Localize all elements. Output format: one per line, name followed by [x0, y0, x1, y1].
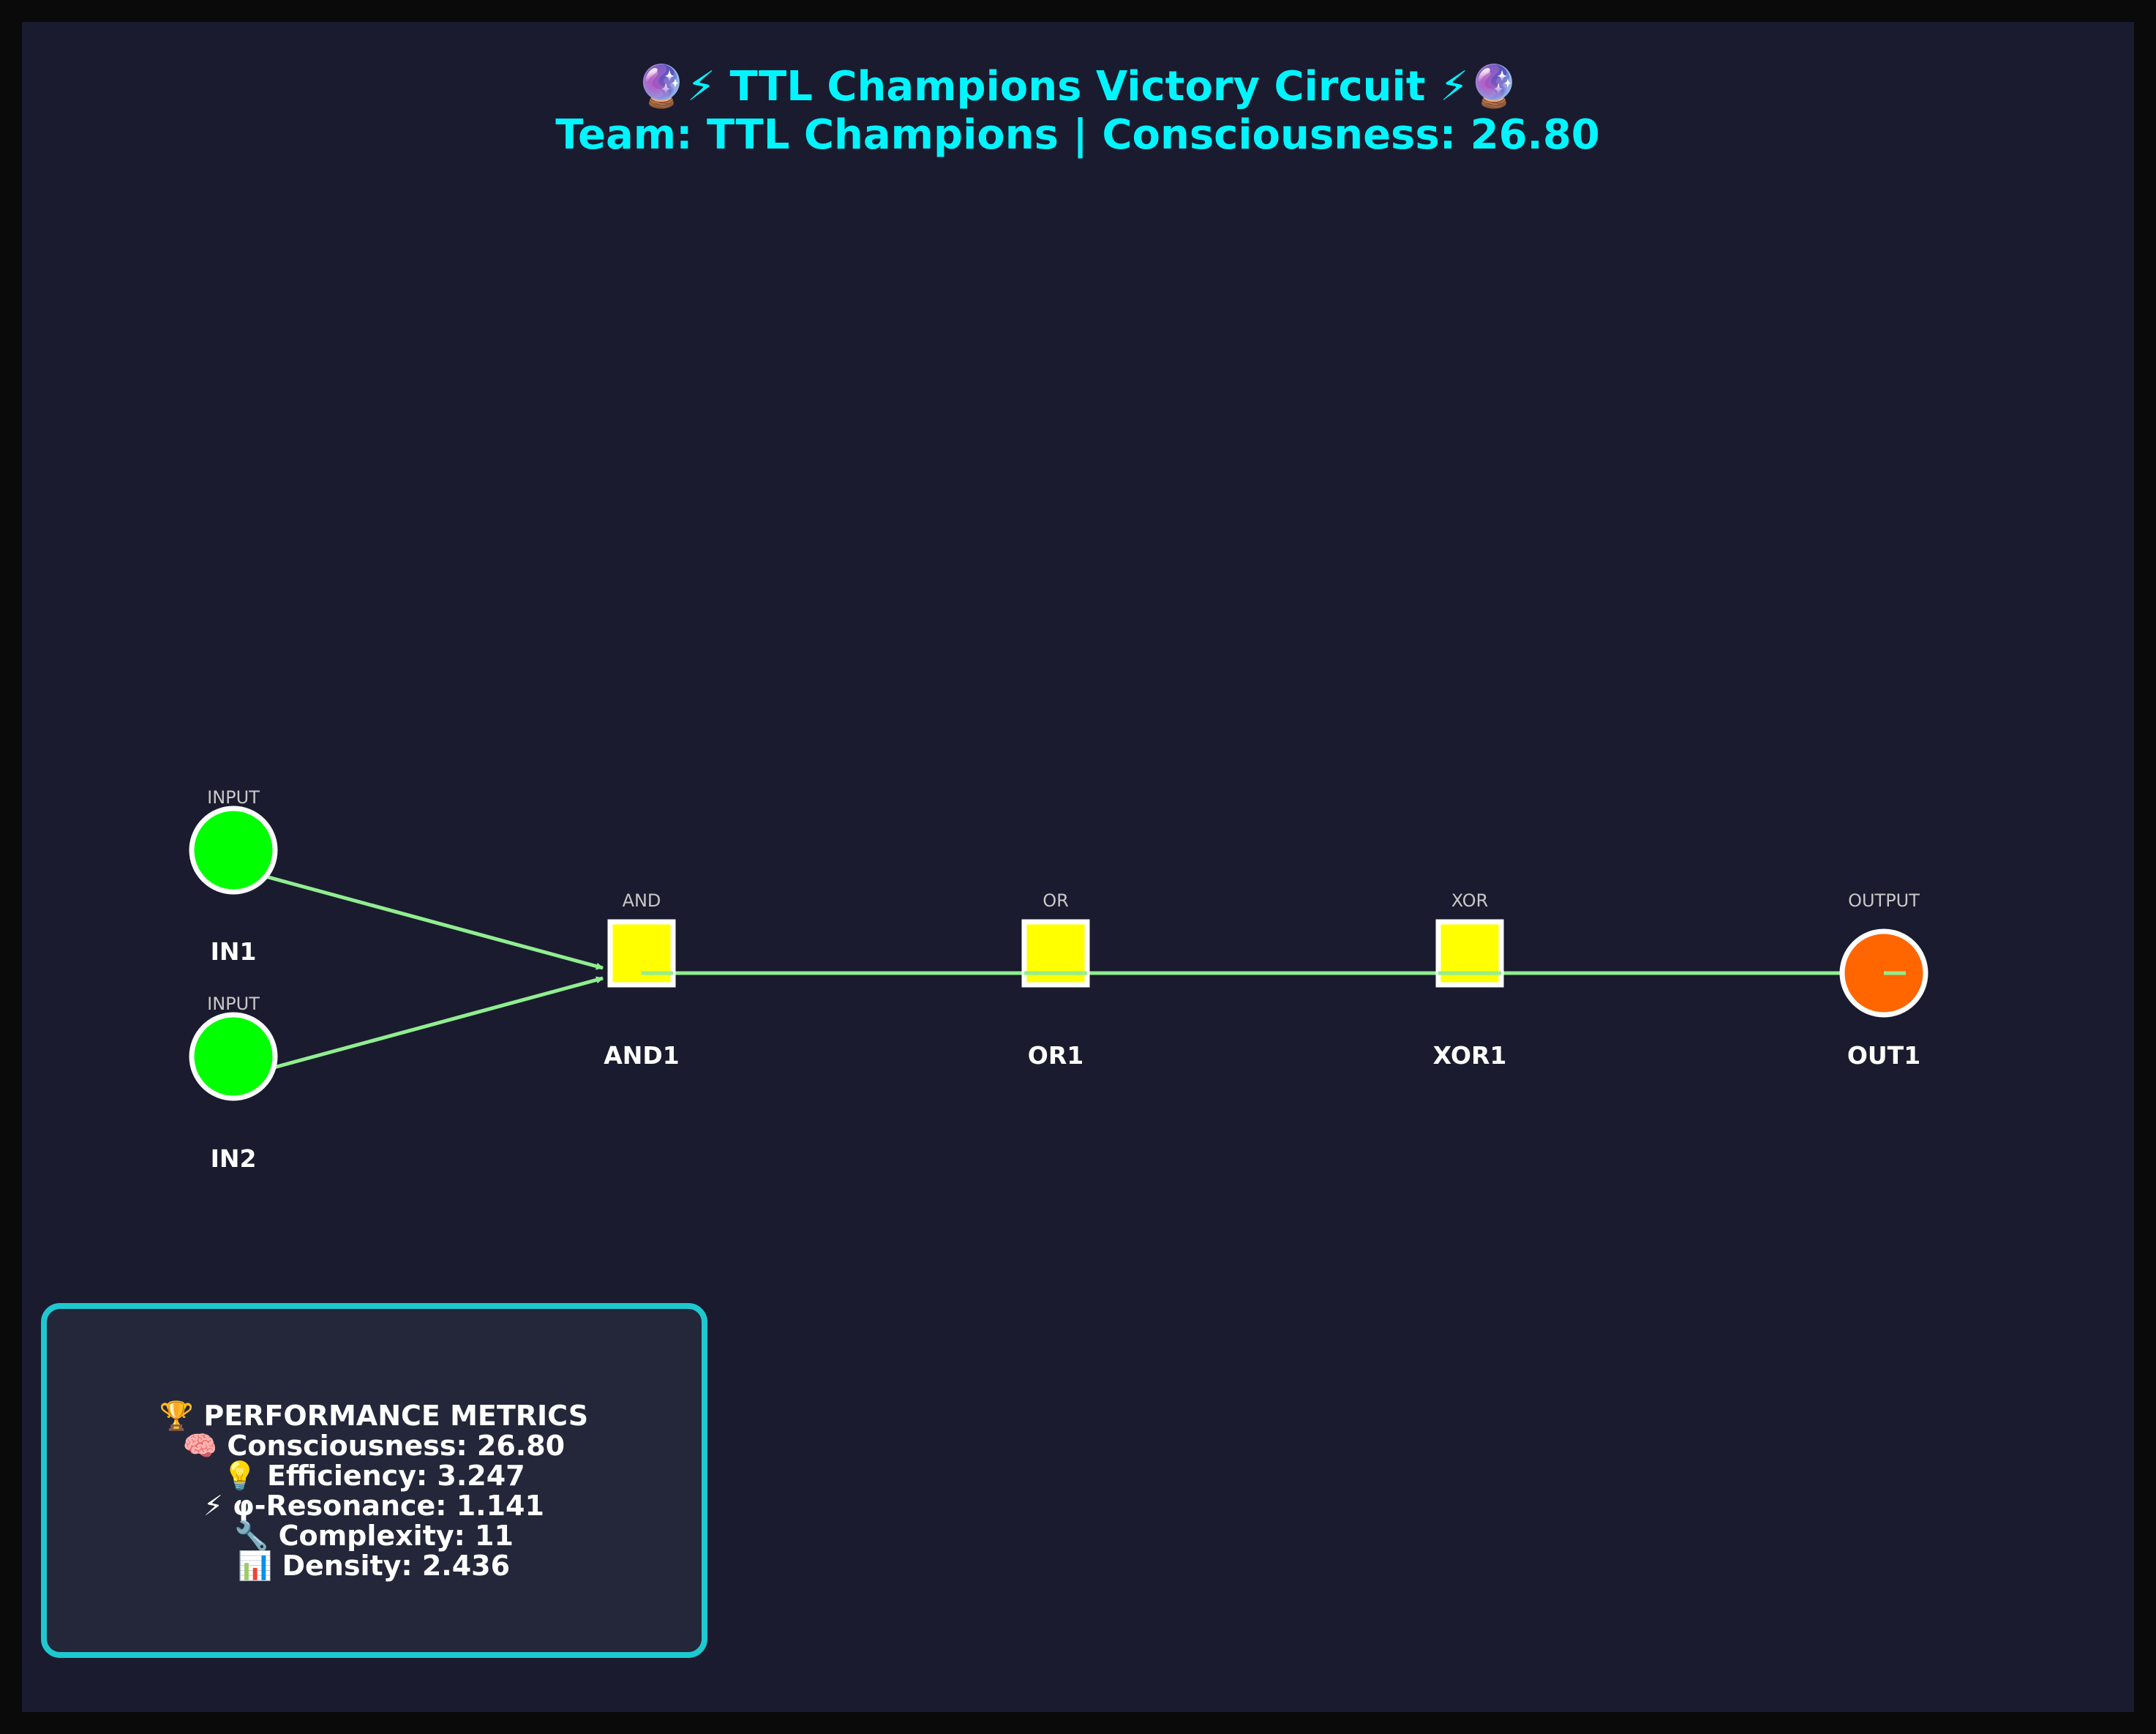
node-name-label: AND1	[604, 1041, 680, 1070]
node-name-label: IN2	[211, 1144, 257, 1173]
node-name-label: IN1	[211, 937, 257, 966]
edges-group	[233, 866, 1879, 1081]
node-name-label: XOR1	[1433, 1041, 1507, 1070]
node-out1: OUTPUT OUT1	[1839, 890, 1928, 1070]
node-name-label: OUT1	[1847, 1041, 1920, 1070]
metric-density: 📊 Density: 2.436	[238, 1550, 510, 1582]
node-or1: OR OR1	[1021, 890, 1090, 1070]
metric-efficiency: 💡 Efficiency: 3.247	[222, 1460, 525, 1492]
edge-in2-and1	[233, 976, 604, 1081]
node-type-label: OUTPUT	[1848, 890, 1920, 911]
metrics-panel: 🏆 PERFORMANCE METRICS 🧠 Consciousness: 2…	[41, 1303, 707, 1658]
gate-node-square	[1021, 919, 1090, 988]
metric-consciousness: 🧠 Consciousness: 26.80	[183, 1430, 565, 1462]
gate-node-square	[607, 919, 676, 988]
node-and1: AND AND1	[604, 890, 680, 1070]
input-node-circle	[189, 1012, 278, 1101]
input-node-circle	[189, 806, 278, 895]
edge-in1-and1	[233, 866, 604, 970]
circuit-diagram: 🔮⚡ TTL Champions Victory Circuit ⚡🔮 Team…	[41, 63, 1928, 1658]
metrics-panel-box	[41, 1303, 707, 1658]
metrics-heading: 🏆 PERFORMANCE METRICS	[159, 1400, 588, 1432]
node-type-label: XOR	[1451, 890, 1488, 911]
diagram-title: 🔮⚡ TTL Champions Victory Circuit ⚡🔮	[636, 63, 1520, 110]
node-type-label: INPUT	[207, 994, 260, 1014]
metric-resonance: ⚡ φ-Resonance: 1.141	[203, 1490, 544, 1522]
node-type-label: INPUT	[207, 787, 260, 808]
gate-node-square	[1435, 919, 1504, 988]
node-type-label: AND	[623, 890, 661, 911]
node-type-label: OR	[1043, 890, 1069, 911]
diagram-subtitle: Team: TTL Champions | Consciousness: 26.…	[555, 111, 1600, 159]
node-name-label: OR1	[1028, 1041, 1083, 1070]
node-in2: INPUT IN2	[189, 994, 278, 1173]
circuit-diagram-canvas: 🔮⚡ TTL Champions Victory Circuit ⚡🔮 Team…	[22, 22, 2134, 1712]
node-in1: INPUT IN1	[189, 787, 278, 966]
metric-complexity: 🔧 Complexity: 11	[234, 1519, 514, 1552]
node-xor1: XOR XOR1	[1433, 890, 1507, 1070]
